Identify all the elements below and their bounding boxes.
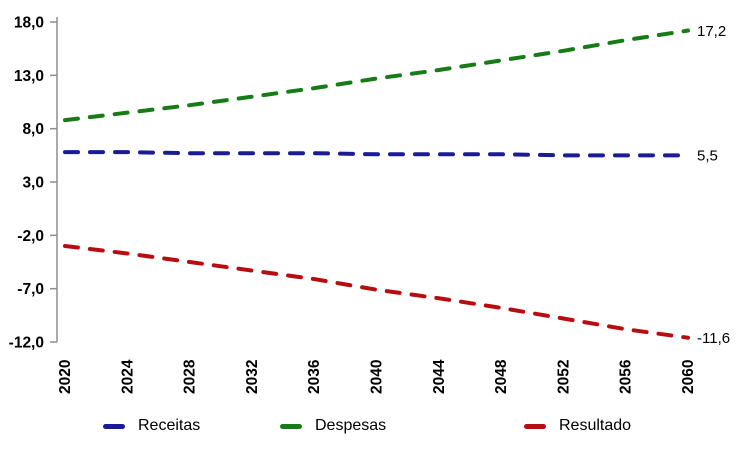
x-axis-tick-label: 2040 [369,360,386,394]
y-axis-tick-label: 8,0 [22,121,44,138]
end-label-despesas: 17,2 [697,23,726,40]
x-axis-tick-label: 2032 [244,360,261,394]
series-line-receitas [63,150,690,158]
legend-dash-resultado-icon [524,423,546,429]
series-line-resultado [63,244,690,340]
y-axis-tick-label: -12,0 [9,334,44,351]
legend-dash-receitas-icon [103,423,125,429]
chart-legend: Receitas Despesas Resultado [0,414,737,440]
legend-item-receitas: Receitas [103,414,200,438]
legend-item-despesas: Despesas [280,414,386,438]
y-axis-tick-label: -2,0 [17,228,44,245]
y-axis-tick-label: 13,0 [14,68,44,85]
line-chart: 18,0 13,0 8,0 3,0 -2,0 -7,0 -12,0 2020 2024 2028 2… [9,14,730,394]
end-label-receitas: 5,5 [697,148,718,165]
y-axis-tick-label: 18,0 [14,14,44,31]
end-label-resultado: -11,6 [697,330,730,347]
legend-label-receitas: Receitas [138,417,201,434]
series-line-despesas [63,28,690,123]
x-axis-tick-label: 2036 [306,359,323,394]
y-axis-tick-label: 3,0 [22,174,44,191]
x-axis-tick-label: 2056 [618,359,635,394]
legend-label-despesas: Despesas [315,417,387,434]
x-axis-tick-label: 2044 [431,359,448,394]
legend-label-resultado: Resultado [559,417,632,434]
x-axis-tick-label: 2060 [680,360,697,394]
y-axis-tick-label: -7,0 [17,281,44,298]
x-axis-tick-label: 2024 [119,359,136,394]
x-axis-tick-label: 2048 [493,359,510,394]
legend-dash-despesas-icon [280,423,302,429]
x-axis-tick-label: 2052 [555,360,572,394]
x-axis-tick-label: 2020 [57,360,74,394]
x-axis-tick-label: 2028 [182,359,199,394]
legend-item-resultado: Resultado [524,414,631,438]
